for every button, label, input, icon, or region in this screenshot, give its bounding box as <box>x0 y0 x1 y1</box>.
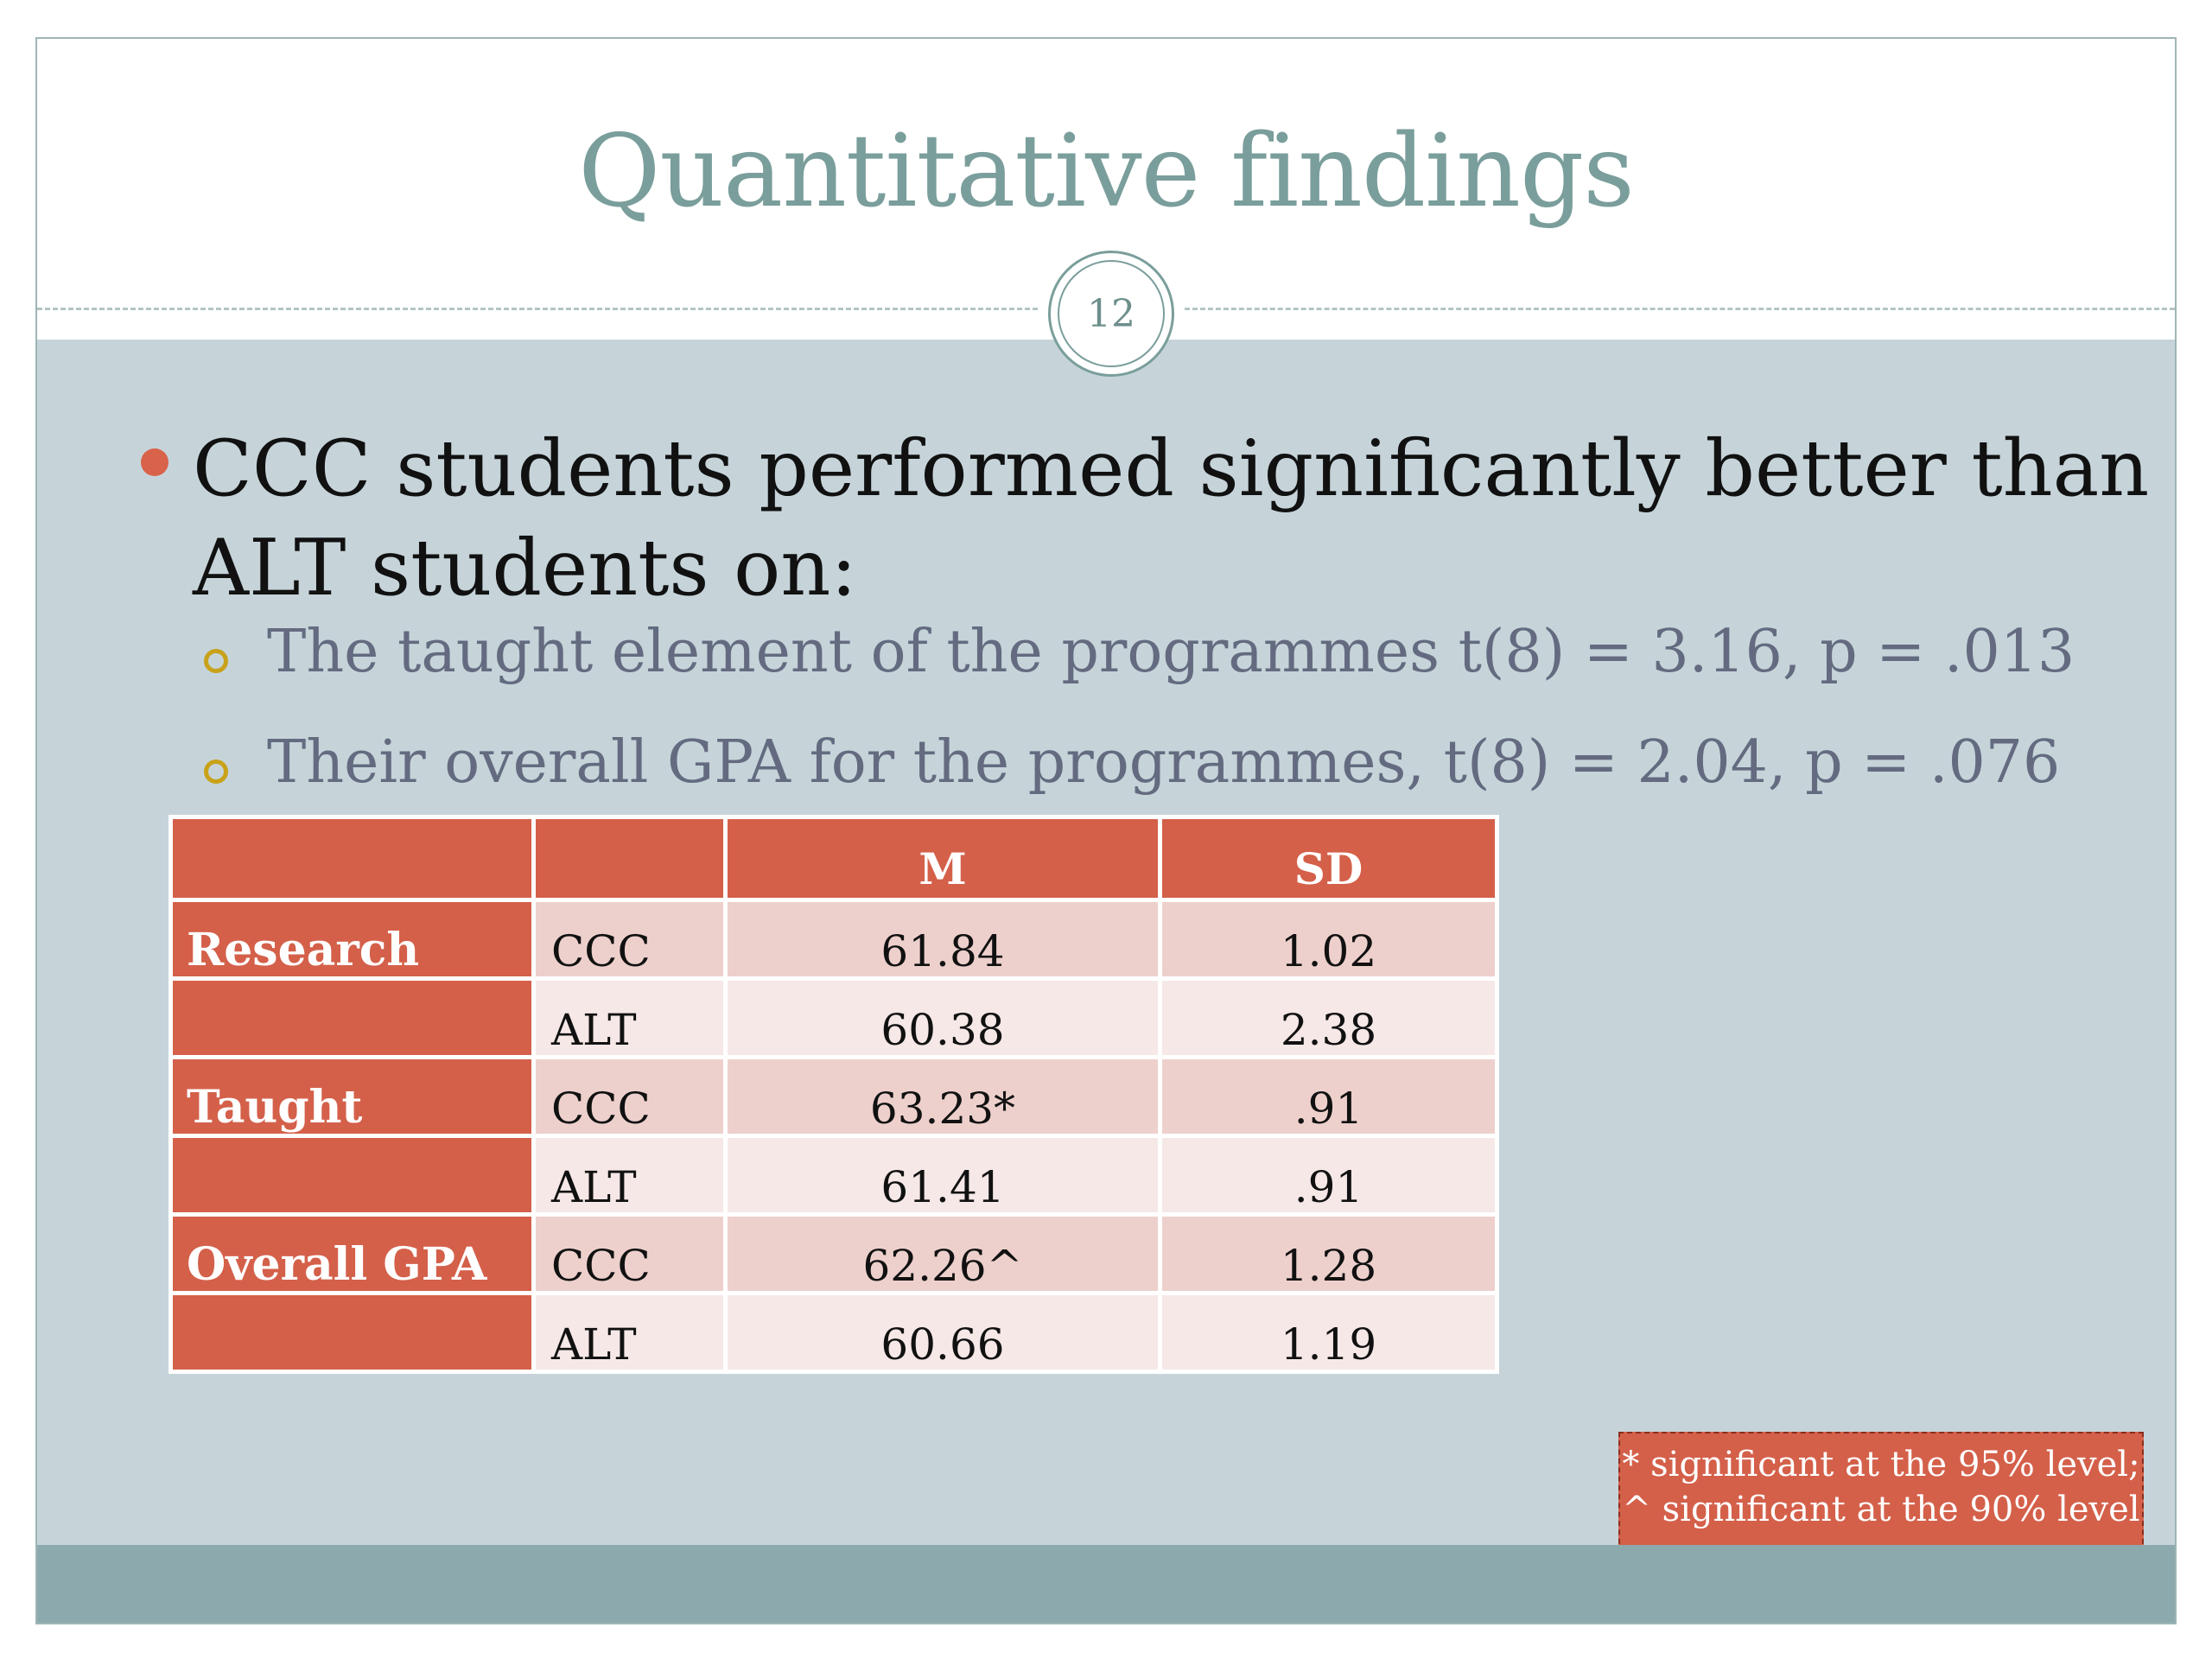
row-sd: 1.28 <box>1158 1212 1499 1295</box>
slide-title: Quantitative findings <box>578 113 1635 230</box>
table-row: ALT 60.66 1.19 <box>168 1291 1499 1374</box>
row-label <box>168 1134 536 1217</box>
row-label <box>168 1291 536 1374</box>
row-label: Research <box>168 898 536 981</box>
note-line-90: ^ significant at the 90% level <box>1622 1490 2140 1529</box>
row-sd: .91 <box>1158 1134 1499 1217</box>
table-header-cell <box>531 815 728 902</box>
row-sd: 2.38 <box>1158 976 1499 1059</box>
table-header-m: M <box>723 815 1162 902</box>
row-group: CCC <box>531 898 728 981</box>
sub-bullet-taught: The taught element of the programmes t(8… <box>267 618 2075 686</box>
row-mean: 61.41 <box>723 1134 1162 1217</box>
main-bullet-text: CCC students performed significantly bet… <box>193 423 2150 613</box>
table-row: Taught CCC 63.23* .91 <box>168 1055 1499 1138</box>
sub-bullet-gpa: Their overall GPA for the programmes, t(… <box>267 728 2061 797</box>
table-header-row: M SD <box>168 815 1499 902</box>
row-sd: 1.19 <box>1158 1291 1499 1374</box>
slide: Quantitative findings 12 CCC students pe… <box>35 37 2177 1624</box>
page-number: 12 <box>1058 260 1165 367</box>
table-row: Overall GPA CCC 62.26^ 1.28 <box>168 1212 1499 1295</box>
table-header-cell <box>168 815 536 902</box>
row-group: ALT <box>531 976 728 1059</box>
table-row: Research CCC 61.84 1.02 <box>168 898 1499 981</box>
row-mean: 60.66 <box>723 1291 1162 1374</box>
significance-note: * significant at the 95% level; ^ signif… <box>1618 1432 2144 1553</box>
ring-bullet-icon <box>204 760 228 784</box>
results-table: M SD Research CCC 61.84 1.02 ALT 60.38 2… <box>168 815 1499 1374</box>
table-header-sd: SD <box>1158 815 1499 902</box>
table-row: ALT 60.38 2.38 <box>168 976 1499 1059</box>
ring-bullet-icon <box>204 649 228 673</box>
row-mean: 62.26^ <box>723 1212 1162 1295</box>
note-line-95: * significant at the 95% level; <box>1622 1445 2140 1484</box>
row-group: CCC <box>531 1212 728 1295</box>
bullet-dot-icon <box>141 448 168 476</box>
title-divider-right <box>1185 308 2175 310</box>
row-group: ALT <box>531 1291 728 1374</box>
row-group: CCC <box>531 1055 728 1138</box>
row-mean: 63.23* <box>723 1055 1162 1138</box>
row-group: ALT <box>531 1134 728 1217</box>
row-sd: .91 <box>1158 1055 1499 1138</box>
row-label: Taught <box>168 1055 536 1138</box>
table-row: ALT 61.41 .91 <box>168 1134 1499 1217</box>
bottom-bar <box>37 1545 2175 1623</box>
row-sd: 1.02 <box>1158 898 1499 981</box>
page-number-badge: 12 <box>1048 251 1174 377</box>
row-label: Overall GPA <box>168 1212 536 1295</box>
row-label <box>168 976 536 1059</box>
row-mean: 61.84 <box>723 898 1162 981</box>
row-mean: 60.38 <box>723 976 1162 1059</box>
title-divider-left <box>37 308 1038 310</box>
